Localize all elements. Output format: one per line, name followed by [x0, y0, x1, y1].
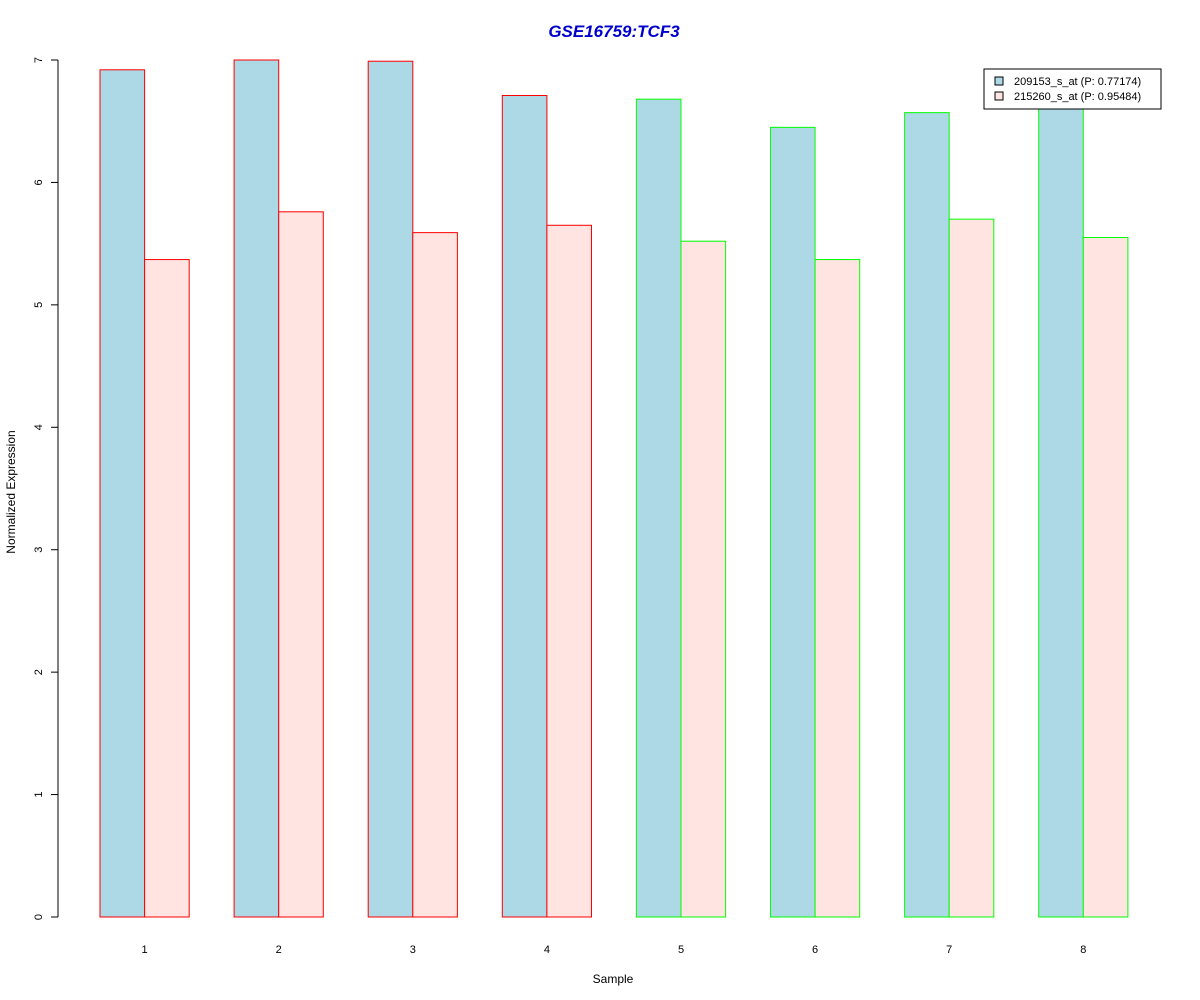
bar [144, 259, 190, 918]
chart-title: GSE16759:TCF3 [548, 22, 680, 41]
x-tick-label: 6 [812, 944, 818, 956]
y-tick-label: 0 [33, 914, 45, 920]
x-tick-label: 5 [678, 944, 684, 956]
bar [278, 211, 324, 918]
x-tick-label: 4 [544, 944, 550, 956]
bar [948, 218, 995, 918]
bar [412, 232, 458, 918]
x-tick-label: 2 [276, 944, 282, 956]
bar [1082, 237, 1129, 918]
legend-box [983, 68, 1162, 110]
x-axis-label: Sample [593, 972, 634, 986]
x-tick-label: 3 [410, 944, 416, 956]
bar [904, 112, 950, 918]
bar [367, 60, 414, 918]
x-axis: 1 2 3 4 5 6 7 8 [142, 944, 1087, 956]
x-tick-label: 8 [1080, 944, 1086, 956]
legend-label: 215260_s_at (P: 0.95484) [1014, 91, 1141, 103]
y-axis: 0 1 2 3 4 5 6 7 [33, 57, 59, 920]
bar [1038, 108, 1084, 918]
bar [546, 224, 593, 918]
bars [99, 59, 1129, 918]
bar [635, 98, 682, 918]
bar [501, 95, 548, 918]
y-tick-label: 5 [33, 302, 45, 308]
legend-label: 209153_s_at (P: 0.77174) [1014, 76, 1141, 88]
legend: 209153_s_at (P: 0.77174) 215260_s_at (P: … [983, 68, 1162, 110]
x-tick-label: 1 [142, 944, 148, 956]
y-tick-label: 6 [33, 179, 45, 185]
y-tick-label: 2 [33, 669, 45, 675]
y-axis-label: Normalized Expression [4, 430, 18, 553]
bar [814, 259, 861, 918]
y-tick-label: 1 [33, 792, 45, 798]
legend-swatch [994, 76, 1004, 86]
bar [233, 59, 280, 918]
bar [99, 69, 146, 918]
y-tick-label: 4 [33, 424, 45, 430]
legend-swatch [994, 91, 1004, 101]
y-tick-label: 7 [33, 57, 45, 63]
bar [680, 240, 727, 918]
bar [770, 126, 816, 918]
x-tick-label: 7 [946, 944, 952, 956]
y-tick-label: 3 [33, 547, 45, 553]
